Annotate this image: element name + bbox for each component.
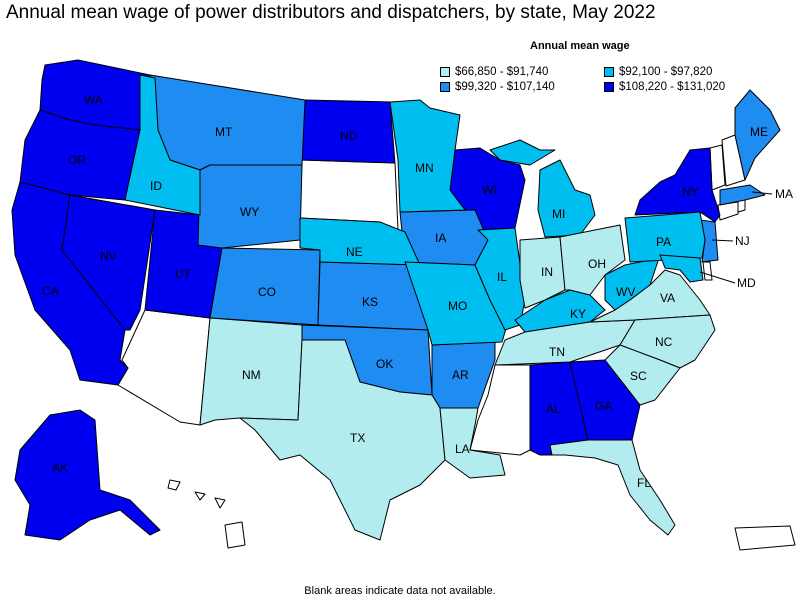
state-id: [124, 74, 201, 216]
map-title: Annual mean wage of power distributors a…: [6, 2, 656, 23]
state-ny: [634, 147, 721, 223]
legend-title: Annual mean wage: [530, 40, 630, 52]
state-nm: [199, 317, 303, 426]
legend-item-2: $92,100 - $97,820: [604, 66, 712, 78]
state-mi: [489, 139, 596, 238]
legend-label-2: $92,100 - $97,820: [619, 66, 713, 78]
legend-swatch-3: [440, 82, 450, 92]
state-fl: [549, 439, 676, 536]
state-pa: [624, 211, 706, 263]
footnote: Blank areas indicate data not available.: [304, 585, 496, 597]
legend-label-4: $108,220 - $131,020: [619, 81, 726, 93]
legend-swatch-2: [604, 67, 614, 77]
state-ar: [431, 341, 496, 409]
legend-item-4: $108,220 - $131,020: [604, 81, 725, 93]
state-ne: [299, 217, 421, 266]
state-ma: [719, 184, 766, 206]
state-sc: [604, 344, 681, 406]
legend-label-1: $66,850 - $91,740: [455, 66, 549, 78]
state-me: [734, 89, 781, 181]
legend-item-1: $66,850 - $91,740: [440, 66, 548, 78]
legend-swatch-1: [440, 67, 450, 77]
legend-swatch-4: [604, 82, 614, 92]
state-hi: [167, 479, 246, 549]
state-tx: [239, 339, 446, 541]
state-nd: [301, 99, 396, 164]
state-pr: [734, 525, 796, 551]
state-la: [439, 407, 506, 479]
state-mn: [389, 99, 466, 213]
state-ak: [14, 409, 161, 541]
state-ri: [737, 199, 746, 213]
state-co: [209, 247, 321, 326]
state-wy: [197, 164, 303, 249]
state-oh: [559, 224, 626, 296]
state-il: [474, 227, 526, 331]
state-de: [702, 261, 713, 281]
legend-label-3: $99,320 - $107,140: [455, 81, 555, 93]
state-ga: [569, 359, 641, 441]
state-mt: [149, 74, 306, 171]
legend-item-3: $99,320 - $107,140: [440, 81, 555, 93]
state-md: [659, 254, 704, 283]
